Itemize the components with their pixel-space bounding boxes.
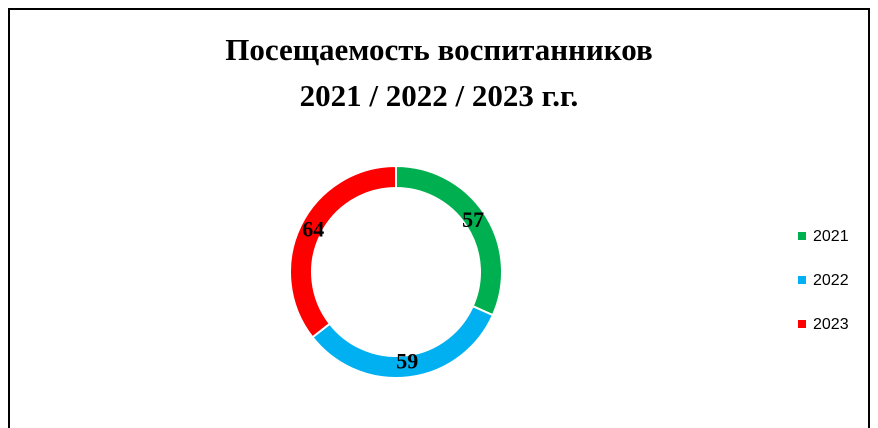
chart-title: Посещаемость воспитанников bbox=[225, 32, 652, 67]
data-label: 64 bbox=[302, 217, 324, 242]
legend-label: 2022 bbox=[813, 272, 849, 289]
chart-title: 2021 / 2022 / 2023 г.г. bbox=[300, 78, 579, 113]
donut-segment bbox=[289, 164, 397, 339]
data-label: 57 bbox=[462, 207, 484, 232]
data-label: 59 bbox=[396, 348, 418, 373]
legend-swatch bbox=[798, 232, 806, 240]
legend-swatch bbox=[798, 320, 806, 328]
legend-label: 2023 bbox=[813, 316, 849, 333]
legend-swatch bbox=[798, 276, 806, 284]
legend-label: 2021 bbox=[813, 228, 849, 245]
